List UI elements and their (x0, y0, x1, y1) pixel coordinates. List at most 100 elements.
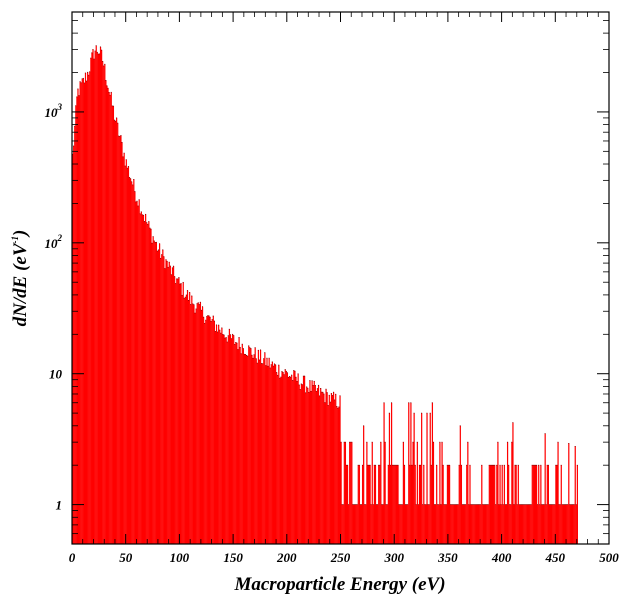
histogram-bar (226, 341, 228, 544)
histogram-bar (167, 267, 169, 544)
histogram-bar (196, 303, 198, 544)
histogram-bar (427, 504, 429, 544)
histogram-bar (263, 358, 265, 544)
x-tick-label: 450 (545, 550, 566, 565)
histogram-bar (389, 465, 392, 544)
histogram-bar (567, 504, 569, 544)
histogram-bar (430, 465, 432, 544)
histogram-bar (147, 224, 149, 545)
histogram-bar (540, 465, 542, 544)
histogram-bar (534, 465, 537, 544)
histogram-bar (383, 402, 385, 544)
histogram-bar (375, 504, 378, 544)
x-tick-label: 50 (119, 550, 133, 565)
histogram-bar (571, 504, 573, 544)
histogram-bar (262, 363, 264, 544)
y-tick-label-base: 10 (49, 367, 63, 382)
histogram-bar (247, 356, 249, 544)
histogram-bar (557, 442, 559, 544)
histogram-bar (172, 266, 175, 544)
histogram-bar (499, 465, 501, 544)
histogram-bar (483, 504, 485, 544)
histogram-bar (324, 402, 326, 544)
histogram-bar (400, 504, 402, 544)
histogram-bar (468, 504, 470, 544)
histogram-bar (416, 442, 418, 544)
histogram-bar (205, 320, 207, 544)
y-axis-title-exponent: -1 (10, 236, 20, 244)
histogram-bar (397, 465, 399, 544)
histogram-bar (551, 504, 553, 544)
histogram-bar (572, 504, 574, 544)
histogram-bar (444, 504, 446, 544)
histogram-bar (192, 303, 194, 544)
histogram-bar (272, 366, 275, 544)
histogram-bar (108, 92, 110, 544)
histogram-bar (238, 337, 240, 544)
histogram-bar (437, 504, 439, 544)
histogram-bar (227, 335, 229, 544)
histogram-bar (139, 213, 141, 544)
histogram-bar (134, 191, 136, 544)
histogram-bar (228, 329, 231, 544)
histogram-bar (109, 95, 111, 544)
histogram-bar (573, 504, 575, 544)
histogram-bar (171, 267, 174, 544)
histogram-bar (207, 315, 209, 544)
histogram-bar (368, 465, 370, 544)
histogram-bar (336, 406, 338, 544)
histogram-bar (561, 504, 563, 544)
histogram-bar (178, 277, 180, 544)
histogram-bar (89, 71, 91, 544)
histogram-bar (531, 465, 533, 544)
histogram-bar (287, 377, 290, 544)
histogram-bar (377, 504, 379, 544)
histogram-bar (494, 465, 496, 544)
histogram-bar (539, 504, 541, 544)
histogram-bar (150, 229, 152, 544)
histogram-bar (495, 504, 497, 544)
x-tick-label: 100 (170, 550, 190, 565)
histogram-bar (332, 392, 335, 544)
histogram-bar (96, 52, 98, 545)
histogram-bar (493, 465, 495, 544)
histogram-bar (490, 465, 493, 544)
histogram-bar (284, 369, 286, 544)
histogram-bar (425, 504, 427, 544)
x-tick-label: 0 (69, 550, 76, 565)
histogram-bar (410, 402, 412, 544)
histogram-bar (470, 504, 472, 544)
histogram-bar (473, 504, 475, 544)
histogram-bar (131, 181, 133, 544)
histogram-bar (399, 504, 401, 544)
histogram-bar (299, 389, 301, 544)
histogram-bar (385, 504, 387, 544)
histogram-bar (184, 297, 186, 544)
histogram-bar (454, 504, 456, 544)
histogram-bar (570, 504, 572, 544)
histogram-bar (482, 504, 484, 544)
histogram-bar (316, 388, 319, 544)
histogram-bar (548, 504, 551, 544)
histogram-bar (390, 402, 393, 544)
histogram-bar (160, 258, 162, 544)
histogram-bar (485, 504, 487, 544)
histogram-bar (186, 290, 189, 544)
histogram-bar (518, 504, 520, 544)
histogram-bar (431, 402, 434, 544)
histogram-bar (525, 504, 527, 544)
histogram-bar (328, 395, 330, 544)
histogram-bar (343, 442, 345, 544)
histogram-bar (290, 377, 292, 544)
histogram-bar (387, 465, 389, 544)
histogram-bar (143, 221, 146, 544)
histogram-bar (538, 465, 540, 544)
histogram-bar (575, 504, 577, 544)
histogram-bar (307, 388, 309, 544)
histogram-bar (359, 504, 362, 544)
histogram-bar (477, 504, 480, 544)
histogram-bar (179, 284, 181, 544)
histogram-bar (487, 504, 489, 544)
histogram-bar (213, 320, 215, 544)
